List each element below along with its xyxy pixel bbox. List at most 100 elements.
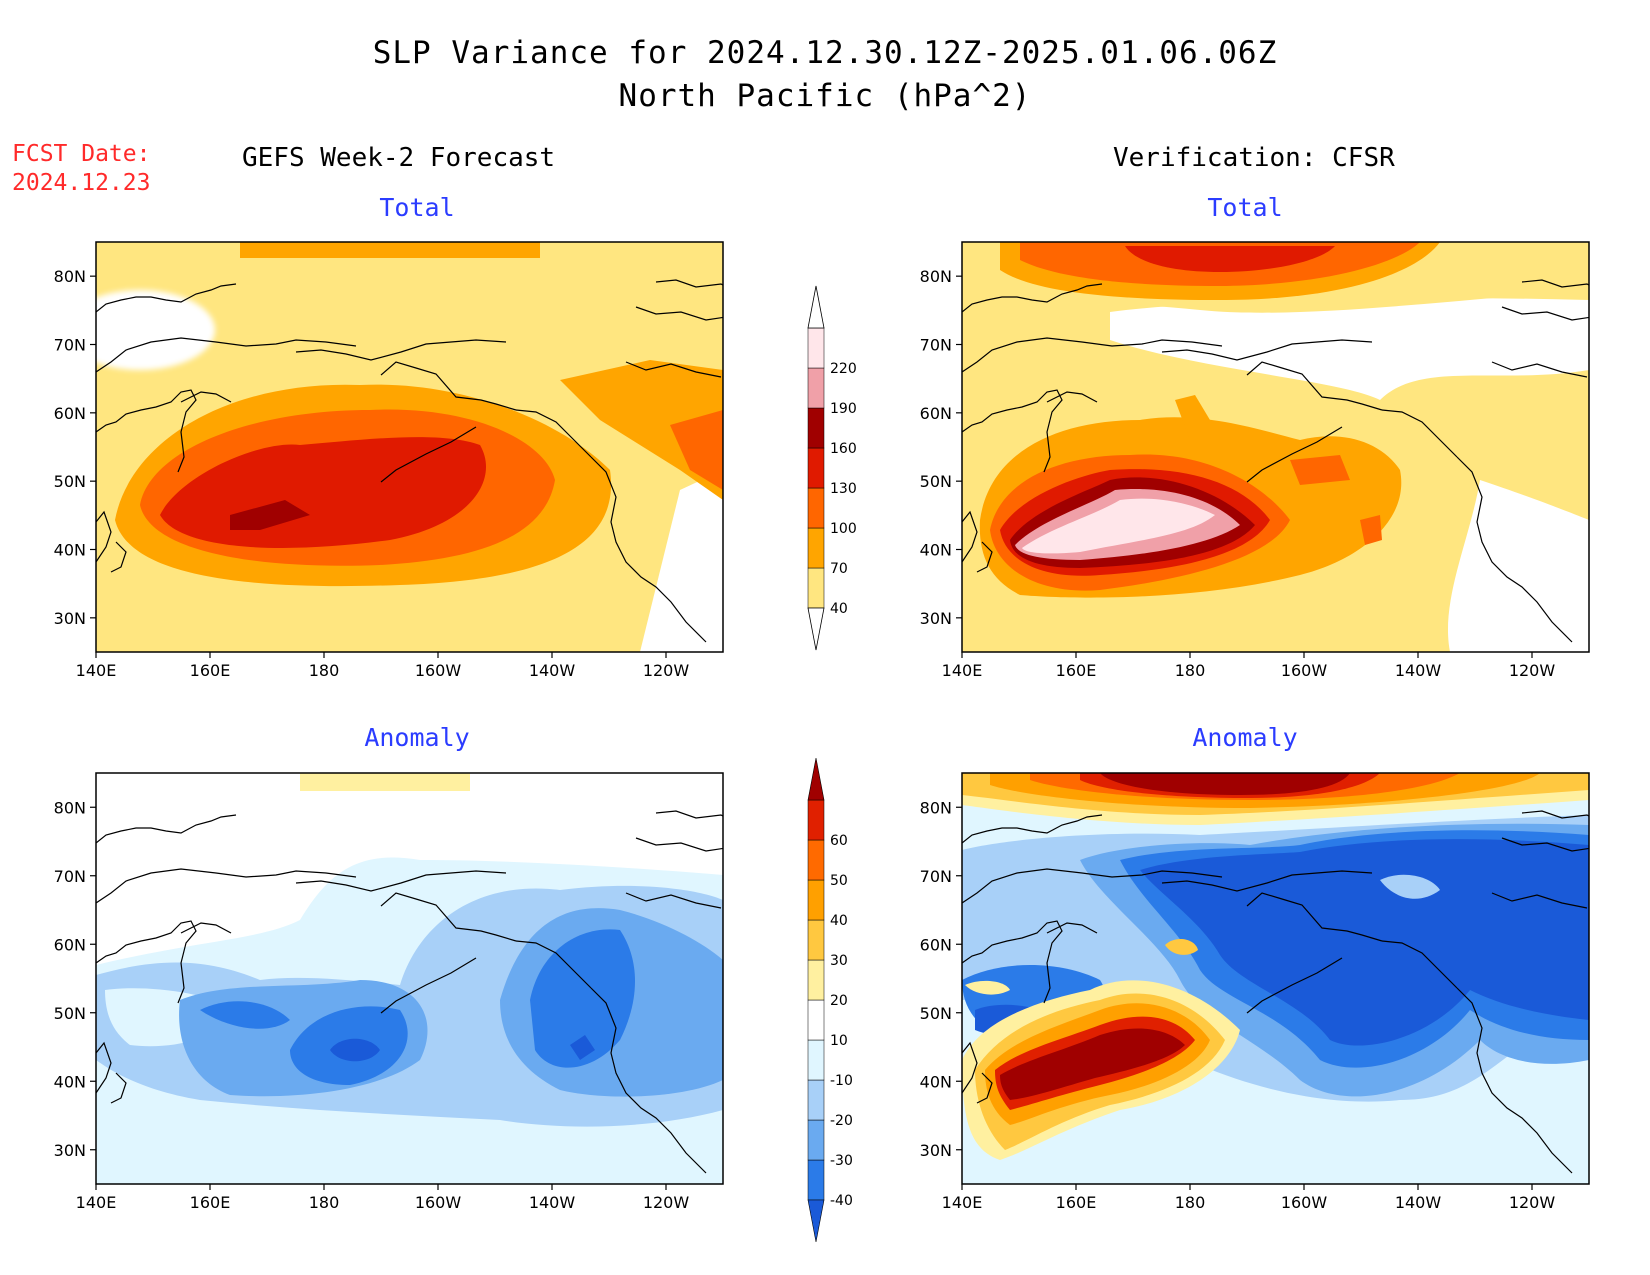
column-title-forecast: GEFS Week-2 Forecast: [242, 143, 556, 173]
lat-tick-label: 70N: [54, 867, 86, 886]
colorbar-total-segment: [807, 447, 825, 489]
colorbar-anomaly-label: -20: [830, 1113, 853, 1129]
colorbar-total-label: 160: [830, 441, 857, 457]
colorbar-anomaly-segment: [807, 999, 825, 1041]
lat-tick-label: 40N: [920, 541, 952, 560]
lat-tick-label: 80N: [920, 798, 952, 817]
colorbar-total-segment: [807, 327, 825, 369]
lon-tick-label: 160W: [1281, 1193, 1328, 1212]
colorbar-total-segment: [807, 567, 825, 609]
lat-tick-label: 50N: [54, 472, 86, 491]
lat-tick-label: 60N: [54, 935, 86, 954]
lon-tick-label: 120W: [643, 661, 690, 680]
lat-tick-label: 70N: [920, 336, 952, 355]
colorbar-total-segment: [807, 527, 825, 569]
colorbar-anomaly-label: -30: [830, 1153, 853, 1169]
lat-tick-label: 30N: [920, 1141, 952, 1160]
lon-tick-label: 160E: [190, 1193, 231, 1212]
main-subtitle: North Pacific (hPa^2): [618, 78, 1032, 114]
lon-tick-label: 120W: [1509, 1193, 1556, 1212]
panel-title-verification-anomaly: Anomaly: [1192, 723, 1298, 752]
lon-tick-label: 180: [309, 1193, 340, 1212]
lat-tick-label: 30N: [54, 1141, 86, 1160]
lat-tick-label: 60N: [920, 935, 952, 954]
colorbar-anomaly-segment: [807, 1159, 825, 1201]
lon-tick-label: 140E: [76, 1193, 117, 1212]
lat-tick-label: 40N: [920, 1072, 952, 1091]
colorbar-anomaly-top-arrow: [807, 757, 825, 801]
lat-tick-label: 50N: [920, 472, 952, 491]
lon-tick-label: 160W: [415, 661, 462, 680]
colorbar-total-segment: [807, 367, 825, 409]
colorbar-anomaly-label: 30: [830, 953, 848, 969]
fcst-date-value: 2024.12.23: [12, 170, 151, 196]
colorbar-anomaly-segment: [807, 1079, 825, 1121]
colorbar-anomaly-label: 40: [830, 913, 848, 929]
lon-tick-label: 160E: [1056, 661, 1097, 680]
colorbar-anomaly-label: 50: [830, 873, 848, 889]
colorbar-anomaly-segment: [807, 879, 825, 921]
lat-tick-label: 40N: [54, 1072, 86, 1091]
axes-layer: 140E 160E 180 160W 140W 120W 80N 70N 60N 50N 40N 30…: [54, 267, 1556, 1212]
lat-tick-label: 80N: [920, 267, 952, 286]
lon-tick-label: 160E: [1056, 1193, 1097, 1212]
lon-tick-label: 140E: [942, 661, 983, 680]
colorbar-total-top-arrow: [807, 285, 825, 329]
fcst-date-block: FCST Date: 2024.12.23: [12, 140, 150, 198]
lon-tick-label: 160W: [415, 1193, 462, 1212]
colorbar-total-label: 100: [830, 521, 857, 537]
map-verification-total: [961, 241, 1590, 653]
lat-tick-label: 50N: [54, 1004, 86, 1023]
main-title: SLP Variance for 2024.12.30.12Z-2025.01.…: [372, 35, 1278, 71]
colorbar-anomaly-segment: [807, 839, 825, 881]
lon-tick-label: 160W: [1281, 661, 1328, 680]
colorbar-anomaly-label: -10: [830, 1073, 853, 1089]
lat-tick-label: 50N: [920, 1004, 952, 1023]
lat-tick-label: 70N: [54, 336, 86, 355]
colorbar-total-label: 70: [830, 561, 848, 577]
colorbar-anomaly-segment: [807, 1039, 825, 1081]
map-verification-anomaly: [961, 772, 1590, 1185]
colorbar-total-label: 40: [830, 601, 848, 617]
lat-tick-label: 80N: [54, 267, 86, 286]
lat-tick-label: 30N: [54, 609, 86, 628]
map-forecast-anomaly: [95, 772, 724, 1185]
lat-tick-label: 40N: [54, 541, 86, 560]
lat-tick-label: 30N: [920, 609, 952, 628]
lon-tick-label: 140W: [529, 1193, 576, 1212]
lon-tick-label: 180: [1175, 1193, 1206, 1212]
lon-tick-label: 120W: [1509, 661, 1556, 680]
map-forecast-total: [95, 241, 724, 653]
colorbar-total-label: 190: [830, 401, 857, 417]
lat-tick-label: 80N: [54, 798, 86, 817]
lon-tick-label: 140W: [529, 661, 576, 680]
lat-tick-label: 70N: [920, 867, 952, 886]
colorbar-anomaly-segment: [807, 919, 825, 961]
panel-title-forecast-total: Total: [379, 193, 455, 222]
colorbars-layer: 40 70 100 130 160 190 220 -40 -30 -20 -10 10 20 30 40 5…: [807, 285, 857, 1243]
colorbar-total-label: 130: [830, 481, 857, 497]
panel-title-verification-total: Total: [1207, 193, 1283, 222]
colorbar-anomaly-label: 60: [830, 833, 848, 849]
lon-tick-label: 160E: [190, 661, 231, 680]
lon-tick-label: 140W: [1395, 661, 1442, 680]
lon-tick-label: 120W: [643, 1193, 690, 1212]
lon-tick-label: 140E: [942, 1193, 983, 1212]
colorbar-total-segment: [807, 487, 825, 529]
lon-tick-label: 180: [1175, 661, 1206, 680]
column-title-verification: Verification: CFSR: [1113, 143, 1395, 173]
colorbar-anomaly-segment: [807, 1119, 825, 1161]
colorbar-anomaly-segment: [807, 959, 825, 1001]
colorbar-total-segment: [807, 407, 825, 449]
lat-tick-label: 60N: [920, 404, 952, 423]
colorbar-anomaly-label: 10: [830, 1033, 848, 1049]
colorbar-anomaly-bottom-arrow: [807, 1199, 825, 1243]
colorbar-anomaly-label: 20: [830, 993, 848, 1009]
colorbar-anomaly-label: -40: [830, 1193, 853, 1209]
lon-tick-label: 140W: [1395, 1193, 1442, 1212]
lon-tick-label: 140E: [76, 661, 117, 680]
lon-tick-label: 180: [309, 661, 340, 680]
fcst-date-label: FCST Date:: [12, 141, 151, 167]
colorbar-total-bottom-arrow: [807, 607, 825, 651]
